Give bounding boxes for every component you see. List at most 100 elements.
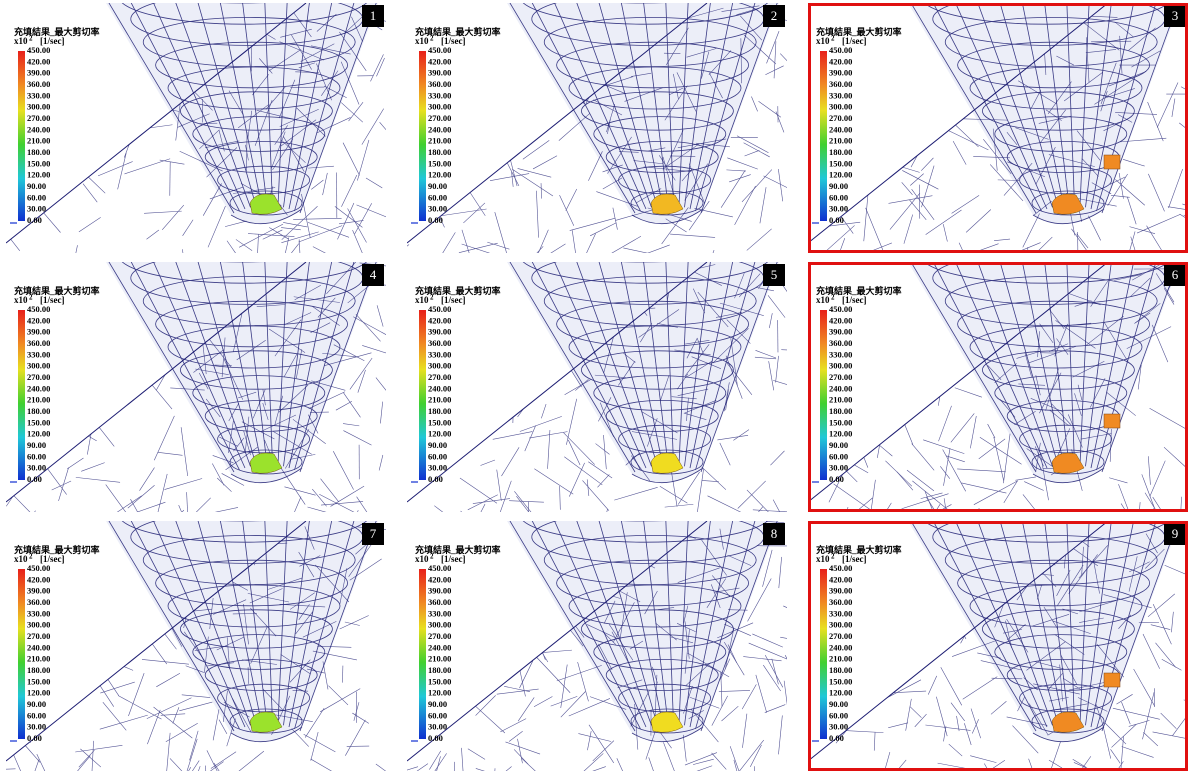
panel-number: 8 (771, 526, 778, 541)
fill-fragment (1104, 414, 1120, 428)
legend-label: 120.00 (428, 170, 451, 180)
legend-label: 90.00 (428, 699, 447, 709)
legend-label: 360.00 (428, 79, 451, 89)
legend-label: 360.00 (428, 338, 451, 348)
legend-label: 30.00 (428, 722, 447, 732)
legend-label: 450.00 (27, 304, 50, 314)
legend-label: 210.00 (27, 136, 50, 146)
legend-label: 150.00 (428, 158, 451, 168)
colorbar (18, 310, 25, 480)
viewport (391, 202, 824, 550)
legend-label: 420.00 (829, 56, 852, 66)
legend-label: 30.00 (27, 204, 46, 214)
legend-label: 420.00 (829, 574, 852, 584)
legend-label: 120.00 (829, 688, 852, 698)
fill-fragment (1104, 155, 1120, 169)
legend-label: 180.00 (829, 406, 852, 416)
legend-label: 360.00 (829, 597, 852, 607)
legend-unit-exp: 2 (430, 294, 434, 302)
legend-label: 90.00 (27, 699, 46, 709)
legend-label: 120.00 (428, 429, 451, 439)
colorbar (820, 310, 827, 480)
legend-label: 390.00 (27, 68, 50, 78)
legend-label: 270.00 (428, 372, 451, 382)
legend-label: 300.00 (27, 102, 50, 112)
legend-label: 90.00 (829, 699, 848, 709)
legend-label: 330.00 (829, 90, 852, 100)
legend-label: 300.00 (27, 620, 50, 630)
colorbar (419, 51, 426, 221)
legend-label: 210.00 (428, 136, 451, 146)
panel: 充填結果_最大剪切率x102[1/sec]450.00420.00390.003… (375, 0, 811, 284)
legend-label: 150.00 (829, 158, 852, 168)
legend-label: 0.00 (27, 474, 42, 484)
legend-label: 210.00 (829, 136, 852, 146)
legend-label: 60.00 (428, 710, 447, 720)
legend-label: 330.00 (829, 349, 852, 359)
page: 充填結果_最大剪切率x102[1/sec]450.00420.00390.003… (0, 0, 1189, 771)
legend-label: 240.00 (428, 124, 451, 134)
legend-label: 330.00 (428, 90, 451, 100)
legend-label: 60.00 (27, 192, 46, 202)
legend-label: 360.00 (27, 79, 50, 89)
colorbar (820, 569, 827, 739)
legend-label: 420.00 (27, 56, 50, 66)
mesh-line (788, 447, 809, 491)
legend-label: 90.00 (829, 181, 848, 191)
legend-label: 0.00 (829, 215, 844, 225)
legend-label: 150.00 (27, 417, 50, 427)
legend-label: 330.00 (27, 90, 50, 100)
legend-label: 90.00 (428, 181, 447, 191)
cone-ring (908, 0, 1180, 3)
legend-unit-exp: 2 (29, 35, 33, 43)
legend-label: 90.00 (27, 440, 46, 450)
legend-label: 420.00 (428, 574, 451, 584)
legend-label: 180.00 (829, 665, 852, 675)
colorbar (419, 569, 426, 739)
legend-label: 180.00 (428, 406, 451, 416)
legend-unit-base: x10 (415, 295, 429, 305)
legend-label: 180.00 (27, 665, 50, 675)
legend-label: 330.00 (829, 608, 852, 618)
legend-label: 150.00 (428, 676, 451, 686)
legend-label: 30.00 (829, 722, 848, 732)
screenshot: 充填結果_最大剪切率x102[1/sec]450.00420.00390.003… (0, 0, 1189, 771)
legend-label: 450.00 (829, 45, 852, 55)
legend-label: 300.00 (428, 102, 451, 112)
legend-label: 240.00 (829, 383, 852, 393)
legend-label: 390.00 (27, 327, 50, 337)
legend-label: 180.00 (27, 147, 50, 157)
legend-label: 30.00 (829, 463, 848, 473)
legend-label: 330.00 (27, 608, 50, 618)
legend-label: 120.00 (27, 688, 50, 698)
legend-label: 210.00 (27, 395, 50, 405)
legend-label: 150.00 (27, 158, 50, 168)
legend-label: 300.00 (829, 361, 852, 371)
legend-label: 300.00 (27, 361, 50, 371)
legend-label: 390.00 (428, 68, 451, 78)
legend-label: 270.00 (829, 631, 852, 641)
legend-label: 30.00 (428, 463, 447, 473)
legend-label: 210.00 (27, 654, 50, 664)
legend-label: 210.00 (428, 654, 451, 664)
panel-number: 1 (370, 8, 377, 23)
legend-label: 390.00 (829, 327, 852, 337)
cone-ring (507, 0, 779, 3)
panel: 充填結果_最大剪切率x102[1/sec]450.00420.00390.003… (780, 202, 1189, 549)
legend-label: 390.00 (829, 586, 852, 596)
legend-label: 150.00 (428, 417, 451, 427)
panel: 充填結果_最大剪切率x102[1/sec]450.00420.00390.003… (794, 0, 1189, 295)
panel-number: 9 (1172, 526, 1179, 541)
legend-label: 420.00 (27, 315, 50, 325)
fill-fragment (1104, 673, 1120, 687)
legend-label: 450.00 (27, 45, 50, 55)
panel-number: 7 (370, 526, 377, 541)
panel: 充填結果_最大剪切率x102[1/sec]450.00420.00390.003… (391, 202, 824, 550)
legend-label: 240.00 (27, 124, 50, 134)
legend-unit-exp: 2 (430, 553, 434, 561)
legend-label: 180.00 (829, 147, 852, 157)
legend-label: 60.00 (829, 451, 848, 461)
legend-label: 360.00 (829, 79, 852, 89)
legend-unit-base: x10 (14, 36, 28, 46)
panel-number: 2 (771, 8, 778, 23)
